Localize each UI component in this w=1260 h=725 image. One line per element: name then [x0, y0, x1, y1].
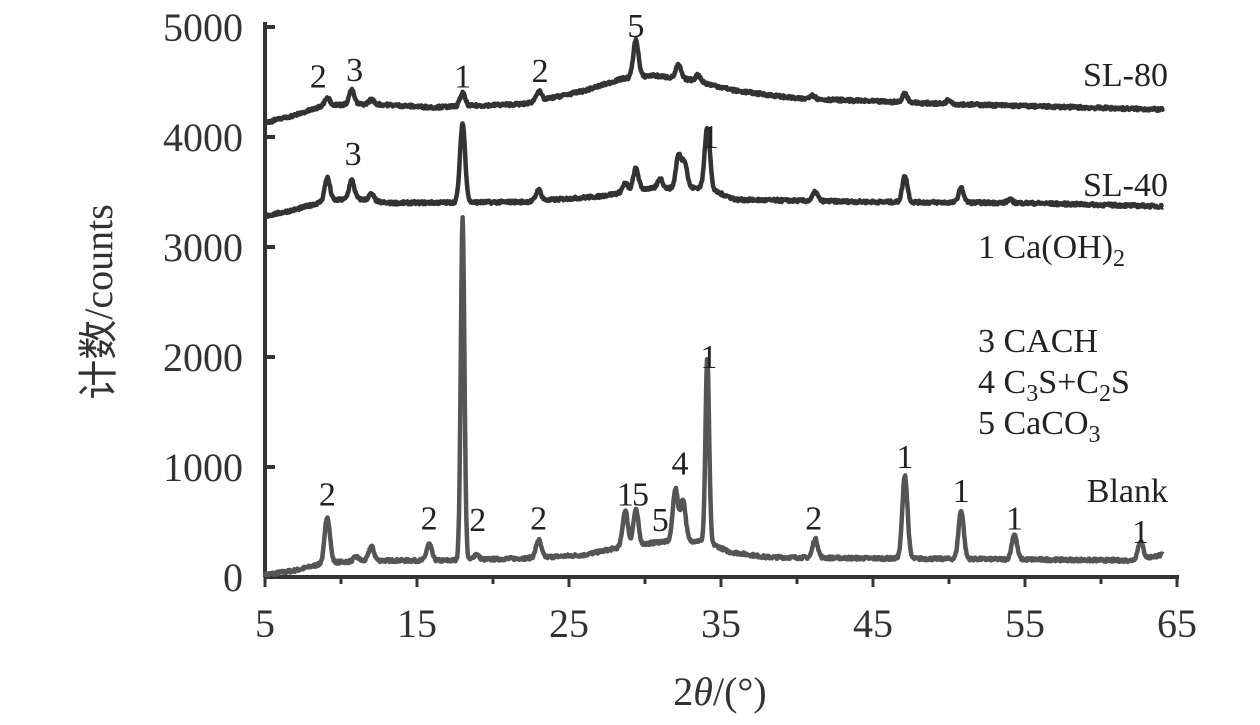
legend-item: 4 C3S+C2S: [978, 364, 1130, 407]
y-tick-label: 2000: [163, 335, 243, 380]
x-tick-label: 35: [701, 601, 741, 646]
peak-label: 1: [1006, 501, 1023, 538]
peak-label: 5: [627, 8, 644, 45]
peak-label: 1: [454, 59, 471, 96]
peak-label: 1: [700, 339, 717, 376]
y-tick-label: 4000: [163, 115, 243, 160]
peak-label: 3: [346, 52, 363, 89]
y-tick-label: 0: [223, 555, 243, 600]
legend-item: 5 CaCO3: [978, 405, 1101, 448]
peak-label: 1: [896, 439, 913, 476]
x-tick-label: 55: [1005, 601, 1045, 646]
peak-label: 5: [632, 477, 649, 514]
peak-label: 2: [469, 502, 486, 539]
peak-label: 1: [702, 119, 719, 156]
y-tick-label: 3000: [163, 225, 243, 270]
peak-label: 2: [532, 53, 549, 90]
peak-label: 4: [671, 446, 688, 483]
peak-label: 1: [1132, 514, 1149, 551]
peak-label: 2: [805, 501, 822, 538]
series-line-blank: [262, 215, 1165, 578]
x-tick-label: 65: [1157, 601, 1197, 646]
series-line-sl-80: [263, 36, 1165, 126]
peak-label: 2: [530, 501, 547, 538]
y-tick-label: 1000: [163, 445, 243, 490]
peak-label: 5: [652, 502, 669, 539]
y-tick-label: 5000: [163, 5, 243, 50]
peak-label: 2: [319, 477, 336, 514]
y-axis-label: 计数/counts: [76, 204, 121, 400]
series-line-sl-40: [263, 121, 1165, 219]
peak-label: 1: [617, 477, 634, 514]
peak-label: 2: [310, 59, 327, 96]
peak-label: 3: [345, 136, 362, 173]
peak-label: 2: [421, 501, 438, 538]
series-label-sl80: SL-80: [1083, 57, 1168, 94]
x-tick-label: 15: [397, 601, 437, 646]
x-axis-label: 2θ/(°): [673, 669, 766, 714]
series-lines: [262, 36, 1165, 578]
x-tick-label: 25: [549, 601, 589, 646]
legend-item: 3 CACH: [978, 323, 1098, 360]
peak-label: 1: [953, 473, 970, 510]
series-label-blank: Blank: [1087, 473, 1168, 510]
x-tick-label: 45: [853, 601, 893, 646]
legend-item: 1 Ca(OH)2: [978, 229, 1125, 272]
series-label-sl40: SL-40: [1083, 167, 1168, 204]
x-tick-label: 5: [255, 601, 275, 646]
